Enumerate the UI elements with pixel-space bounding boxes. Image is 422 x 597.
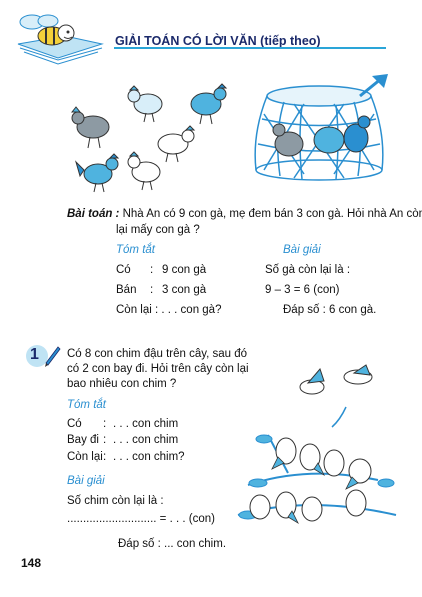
- example-summary-row: Còn lại : . . . con gà?: [116, 304, 222, 316]
- exercise-summary-value: . . . con chim?: [113, 451, 185, 463]
- exercise-problem-line: bao nhiêu con chim ?: [67, 378, 177, 390]
- exercise-number: 1: [30, 346, 39, 363]
- chicken-cage-illustration: [254, 85, 384, 181]
- example-summary-row: Bán: [116, 284, 137, 296]
- example-answer-line: Đáp số : 6 con gà.: [283, 304, 377, 316]
- exercise-summary-sep: :: [103, 451, 107, 463]
- example-summary-sep: :: [150, 284, 154, 296]
- exercise-summary-label: Bay đi: [67, 434, 99, 446]
- exercise-summary-heading: Tóm tắt: [67, 399, 106, 411]
- exercise-summary-label: Có: [67, 418, 82, 430]
- example-summary-value: 3 con gà: [162, 284, 207, 296]
- birds-on-branch-illustration: [237, 364, 397, 525]
- example-solution-line: 9 – 3 = 6 (con): [265, 284, 340, 296]
- example-summary-value: 9 con gà: [162, 264, 207, 276]
- example-solution-line: Số gà còn lại là :: [265, 264, 351, 276]
- exercise-problem-line: có 2 con bay đi. Hỏi trên cây còn lại: [67, 363, 249, 375]
- exercise-summary-label: Còn lại: [67, 451, 103, 463]
- exercise-problem-line: Có 8 con chim đậu trên cây, sau đó: [67, 348, 248, 360]
- exercise-solution-blank: ............................ = . . . (co…: [67, 513, 215, 525]
- example-label: Bài toán :: [67, 208, 120, 220]
- example-problem-text: Nhà An có 9 con gà, mẹ đem bán 3 con gà.…: [122, 208, 422, 220]
- arrow-icon: [359, 74, 388, 98]
- exercise-summary-value: . . . con chim: [113, 418, 179, 430]
- title-underline: [114, 47, 386, 49]
- exercise-summary-sep: :: [103, 434, 107, 446]
- exercise-summary-sep: :: [103, 418, 107, 430]
- bee-on-book-icon: [17, 14, 104, 65]
- example-problem-line2: lại mấy con gà ?: [116, 224, 200, 236]
- page-number: 148: [21, 556, 42, 570]
- exercise-number-badge: [26, 345, 61, 367]
- chickens-illustration: [70, 83, 228, 193]
- example-summary-sep: :: [150, 264, 154, 276]
- exercise-solution-heading: Bài giải: [67, 475, 105, 487]
- example-solution-heading: Bài giải: [283, 244, 321, 256]
- page-title: GIẢI TOÁN CÓ LỜI VĂN (tiếp theo): [115, 34, 321, 48]
- exercise-summary-value: . . . con chim: [113, 434, 179, 446]
- example-problem-line1: Bài toán : Nhà An có 9 con gà, mẹ đem bá…: [67, 206, 422, 222]
- example-summary-row: Có: [116, 264, 131, 276]
- exercise-answer-line: Đáp số : ... con chim.: [118, 538, 227, 550]
- exercise-solution-line: Số chim còn lại là :: [67, 495, 164, 507]
- example-summary-heading: Tóm tắt: [116, 244, 155, 256]
